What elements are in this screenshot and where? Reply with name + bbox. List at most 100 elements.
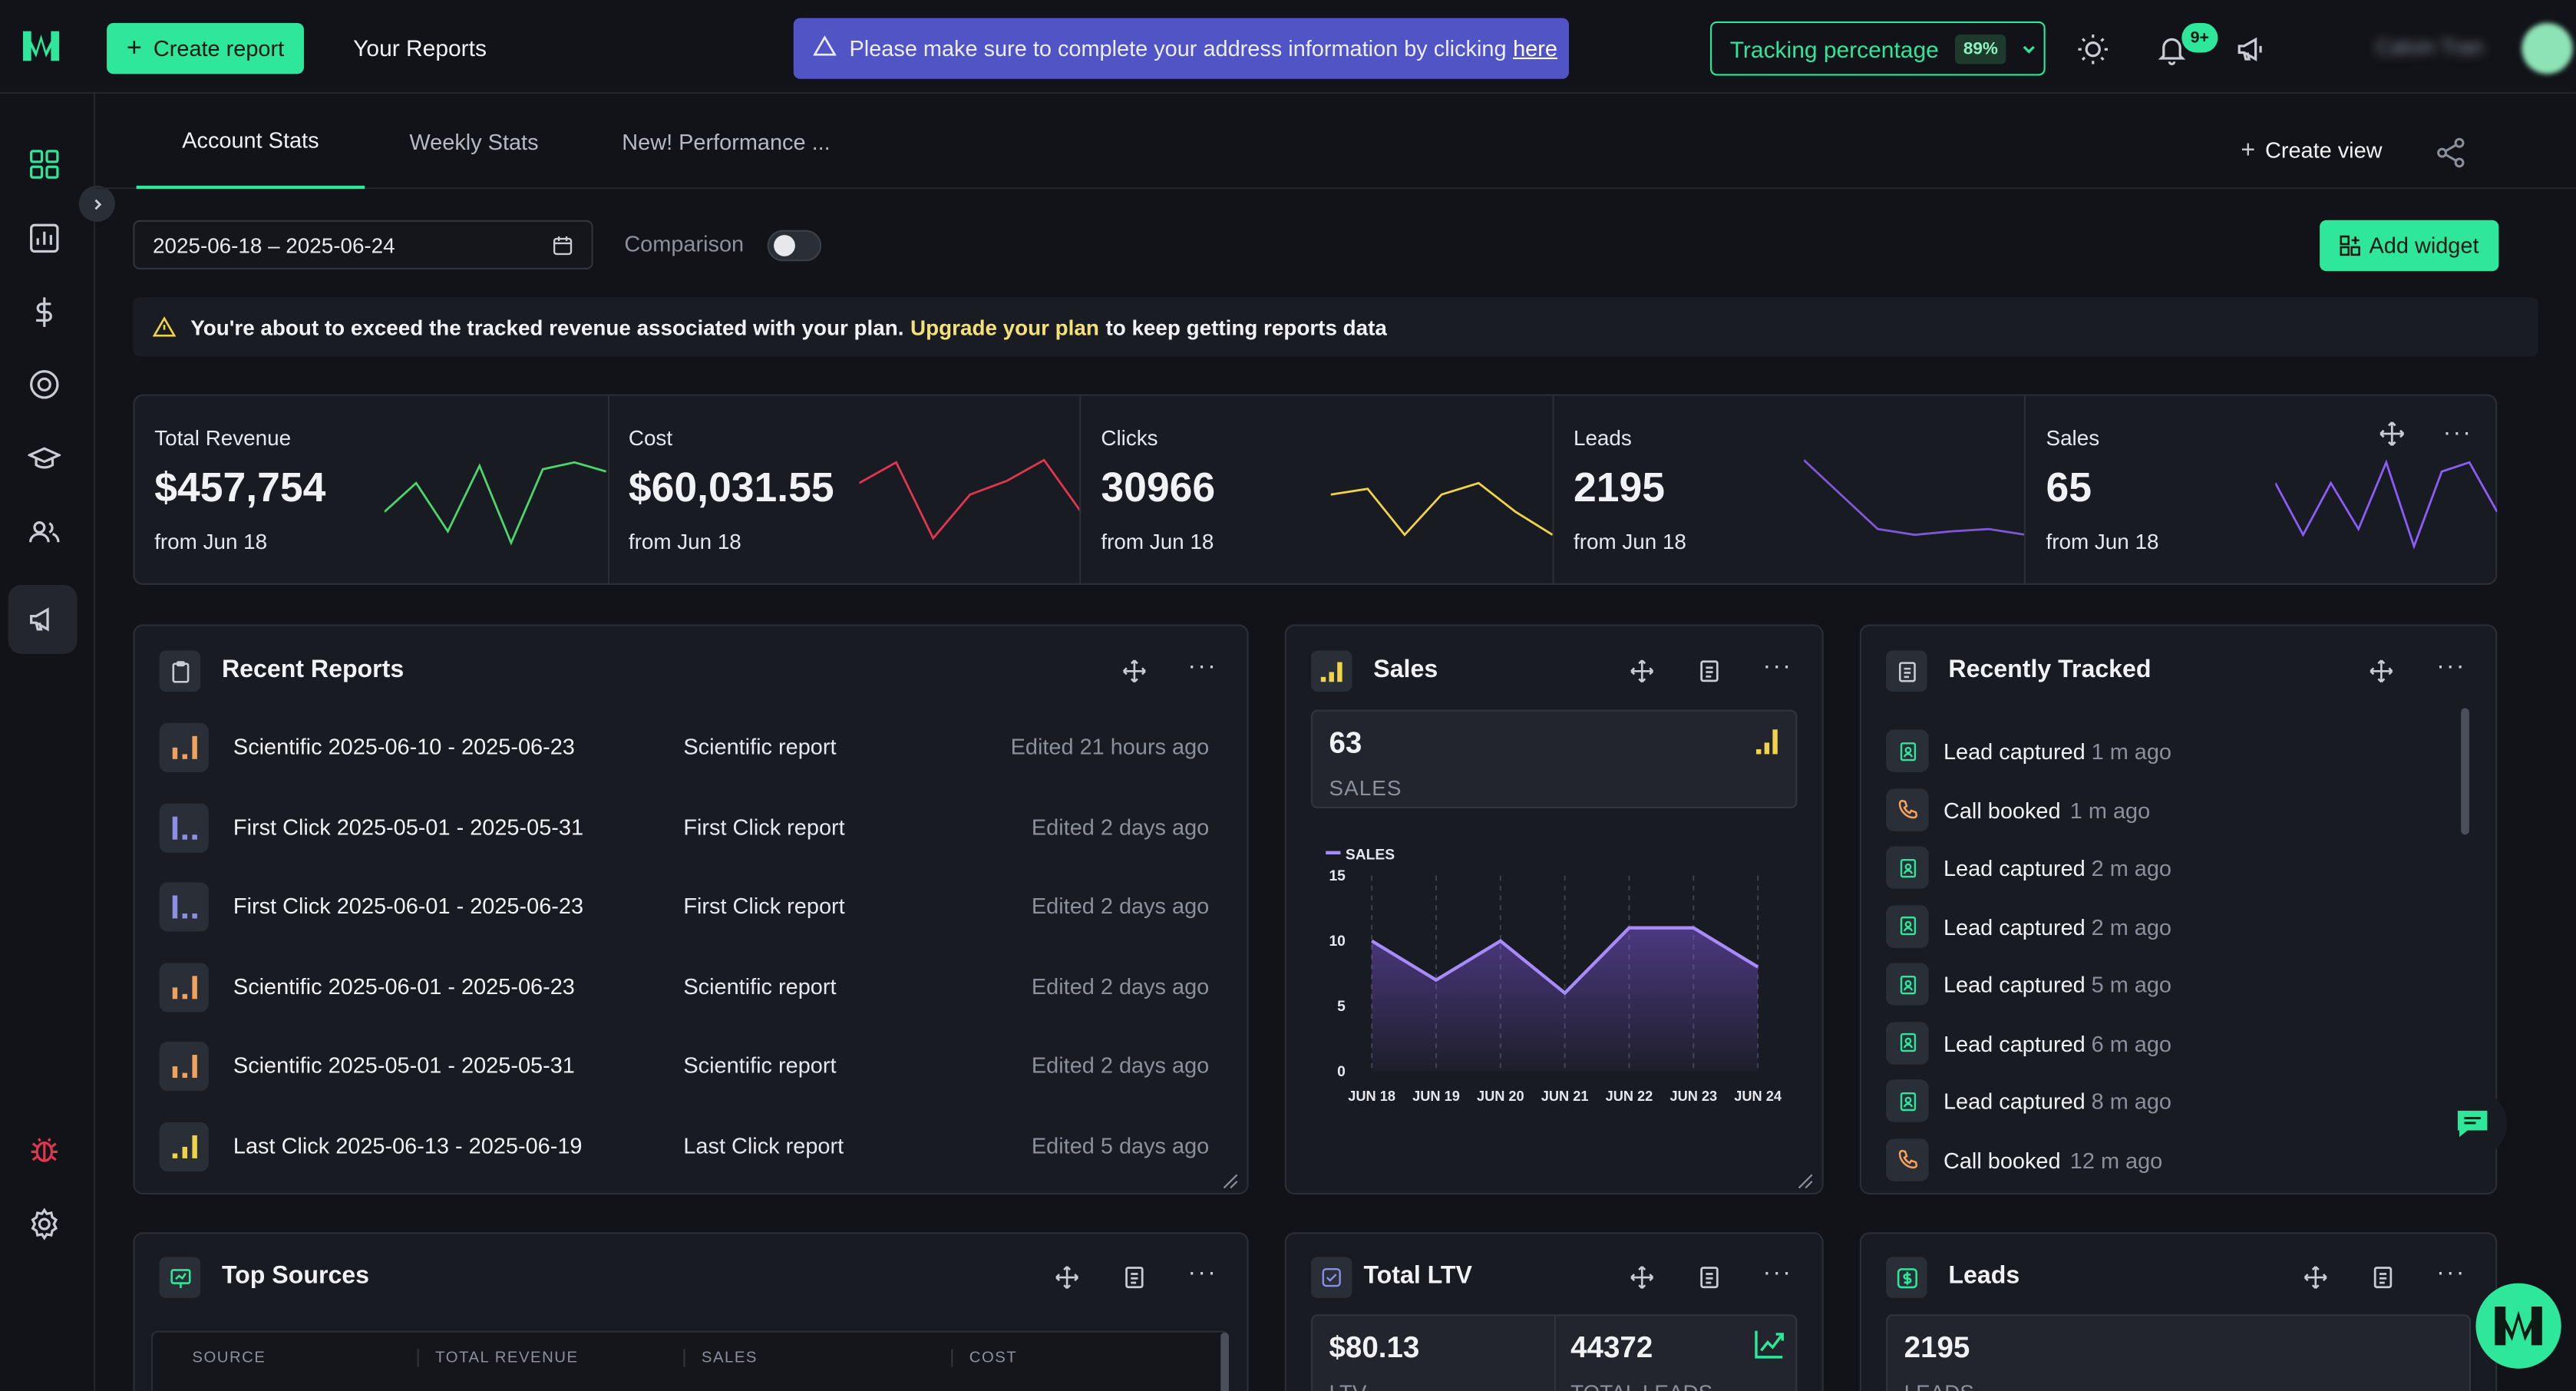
sidebar-settings-gear-icon[interactable] <box>13 1193 75 1255</box>
move-handle-icon[interactable] <box>2366 656 2396 686</box>
user-avatar[interactable] <box>2522 22 2573 74</box>
stat-card-leads[interactable]: Leads 2195 from Jun 18 <box>1552 395 2026 583</box>
notice-here-link[interactable]: here <box>1513 36 1557 61</box>
move-handle-icon[interactable] <box>1627 1262 1656 1292</box>
lead-icon <box>1886 904 1929 947</box>
tab-weekly-stats[interactable]: Weekly Stats <box>409 129 539 154</box>
column-header-total-revenue[interactable]: TOTAL REVENUE <box>419 1349 685 1367</box>
floating-brand-button[interactable] <box>2475 1283 2561 1369</box>
upgrade-plan-link[interactable]: Upgrade your plan <box>910 314 1099 339</box>
sidebar-campaigns-megaphone-icon[interactable] <box>8 584 78 654</box>
tab-new-performance[interactable]: New! Performance ... <box>622 129 831 154</box>
tab-account-stats[interactable]: Account Stats <box>136 94 365 190</box>
sidebar-expand-chevron-icon[interactable] <box>78 185 115 222</box>
move-handle-icon[interactable] <box>2379 421 2405 447</box>
more-options-icon[interactable]: ··· <box>2436 652 2466 681</box>
phone-icon <box>1886 788 1929 831</box>
announcements-megaphone-icon[interactable] <box>2234 33 2267 66</box>
stat-subtitle: from Jun 18 <box>1573 529 1686 554</box>
column-header-cost[interactable]: COST <box>969 1349 1018 1367</box>
report-row[interactable]: First Click 2025-05-01 - 2025-05-31 Firs… <box>135 796 1250 862</box>
move-handle-icon[interactable] <box>2300 1262 2330 1292</box>
add-widget-button[interactable]: Add widget <box>2320 220 2499 272</box>
tracking-label: Tracking percentage <box>1729 35 1939 62</box>
sidebar-reports-chart-icon[interactable] <box>13 207 75 269</box>
move-handle-icon[interactable] <box>1119 656 1149 686</box>
tracked-event-row[interactable]: Lead captured 2 m ago <box>1861 841 2469 894</box>
report-row[interactable]: First Click 2025-06-01 - 2025-06-23 Firs… <box>135 876 1250 942</box>
sidebar-target-icon[interactable] <box>13 353 75 415</box>
tracking-percentage-dropdown[interactable]: Tracking percentage 89% <box>1710 21 2046 76</box>
table-header-row: SOURCE TOTAL REVENUE SALES COST <box>153 1333 1227 1383</box>
create-view-button[interactable]: + Create view <box>2241 138 2382 163</box>
tracked-event-row[interactable]: Lead captured 5 m ago <box>1861 958 2469 1010</box>
move-handle-icon[interactable] <box>1052 1262 1082 1292</box>
tracked-event-row[interactable]: Lead captured 6 m ago <box>1861 1016 2469 1069</box>
report-document-icon[interactable] <box>1694 656 1724 686</box>
date-range-picker[interactable]: 2025-06-18 – 2025-06-24 <box>133 220 593 270</box>
user-name[interactable]: Calvin Tran <box>2375 34 2484 60</box>
report-document-icon[interactable] <box>1694 1262 1724 1292</box>
stat-value: 2195 <box>1573 464 1666 511</box>
sidebar-revenue-dollar-icon[interactable] <box>13 281 75 343</box>
alert-text: You're about to exceed the tracked reven… <box>190 314 904 339</box>
create-report-button[interactable]: + Create report <box>107 22 304 74</box>
tracked-event-row[interactable]: Lead captured 2 m ago <box>1861 900 2469 952</box>
app-logo[interactable] <box>20 25 63 68</box>
report-name[interactable]: Scientific 2025-06-01 - 2025-06-23 <box>233 973 575 999</box>
stat-card-cost[interactable]: Cost $60,031.55 from Jun 18 <box>607 395 1081 583</box>
column-header-sales[interactable]: SALES <box>685 1349 953 1367</box>
comparison-toggle[interactable] <box>767 230 822 262</box>
more-options-icon[interactable]: ··· <box>2436 1258 2466 1287</box>
stat-card-clicks[interactable]: Clicks 30966 from Jun 18 <box>1079 395 1553 583</box>
theme-toggle-sun-icon[interactable] <box>2076 33 2109 66</box>
report-name[interactable]: First Click 2025-06-01 - 2025-06-23 <box>233 894 584 919</box>
more-options-icon[interactable]: ··· <box>1762 1258 1793 1287</box>
your-reports-link[interactable]: Your Reports <box>353 34 487 61</box>
tracked-event-row[interactable]: Call booked 12 m ago <box>1861 1133 2469 1185</box>
y-tick-label: 5 <box>1337 999 1346 1015</box>
stat-card-total-revenue[interactable]: Total Revenue $457,754 from Jun 18 <box>135 396 608 583</box>
sparkline-path <box>858 458 1081 540</box>
report-document-icon[interactable] <box>2367 1262 2397 1292</box>
report-row[interactable]: Scientific 2025-06-01 - 2025-06-23 Scien… <box>135 956 1250 1022</box>
sales-widget: Sales ··· 63 SALES SALES 15 10 5 0 JUN 18 JUN … <box>1284 624 1824 1194</box>
resize-handle-icon[interactable] <box>1797 1168 1813 1189</box>
stat-sparkline <box>858 458 1081 540</box>
stat-subtitle: from Jun 18 <box>154 529 268 554</box>
tracked-event-row[interactable]: Call booked 1 m ago <box>1861 783 2469 835</box>
report-name[interactable]: Scientific 2025-05-01 - 2025-05-31 <box>233 1053 575 1079</box>
report-name[interactable]: Scientific 2025-06-10 - 2025-06-23 <box>233 734 575 759</box>
add-widget-grid-icon <box>2340 235 2361 256</box>
sidebar-users-icon[interactable] <box>13 501 75 563</box>
more-options-icon[interactable]: ··· <box>2442 418 2473 448</box>
tracked-event-time: 2 m ago <box>2091 856 2172 881</box>
tracked-event-row[interactable]: Lead captured 8 m ago <box>1861 1075 2469 1127</box>
report-row[interactable]: Scientific 2025-05-01 - 2025-05-31 Scien… <box>135 1036 1250 1102</box>
chat-button[interactable] <box>2438 1089 2508 1158</box>
scrollbar-thumb[interactable] <box>1220 1332 1229 1391</box>
column-header-source[interactable]: SOURCE <box>153 1349 419 1367</box>
share-icon[interactable] <box>2435 137 2468 170</box>
report-row[interactable]: Scientific 2025-06-10 - 2025-06-23 Scien… <box>135 716 1250 782</box>
report-row[interactable]: Last Click 2025-06-13 - 2025-06-19 Last … <box>135 1115 1250 1181</box>
sparkline-path <box>1331 481 1553 537</box>
report-name[interactable]: Last Click 2025-06-13 - 2025-06-19 <box>233 1133 583 1158</box>
sidebar-academy-cap-icon[interactable] <box>13 427 75 489</box>
resize-handle-icon[interactable] <box>1222 1168 1238 1189</box>
notifications-bell-icon[interactable] <box>2155 33 2188 66</box>
stat-card-sales[interactable]: Sales 65 from Jun 18 <box>2024 395 2498 583</box>
sidebar-bug-report-icon[interactable] <box>13 1119 75 1181</box>
report-name[interactable]: First Click 2025-05-01 - 2025-05-31 <box>233 814 584 839</box>
more-options-icon[interactable]: ··· <box>1187 1258 1217 1287</box>
scrollbar-thumb[interactable] <box>2461 708 2469 835</box>
more-options-icon[interactable]: ··· <box>1187 652 1217 681</box>
x-tick-label: JUN 22 <box>1606 1089 1653 1104</box>
report-document-icon[interactable] <box>1119 1262 1149 1292</box>
y-tick-label: 0 <box>1337 1064 1346 1080</box>
recently-tracked-widget: Recently Tracked ··· Lead captured 1 m a… <box>1859 624 2498 1194</box>
more-options-icon[interactable]: ··· <box>1762 652 1793 681</box>
move-handle-icon[interactable] <box>1627 656 1656 686</box>
tracked-event-row[interactable]: Lead captured 1 m ago <box>1861 725 2469 777</box>
sidebar-dashboard-icon[interactable] <box>13 133 75 195</box>
